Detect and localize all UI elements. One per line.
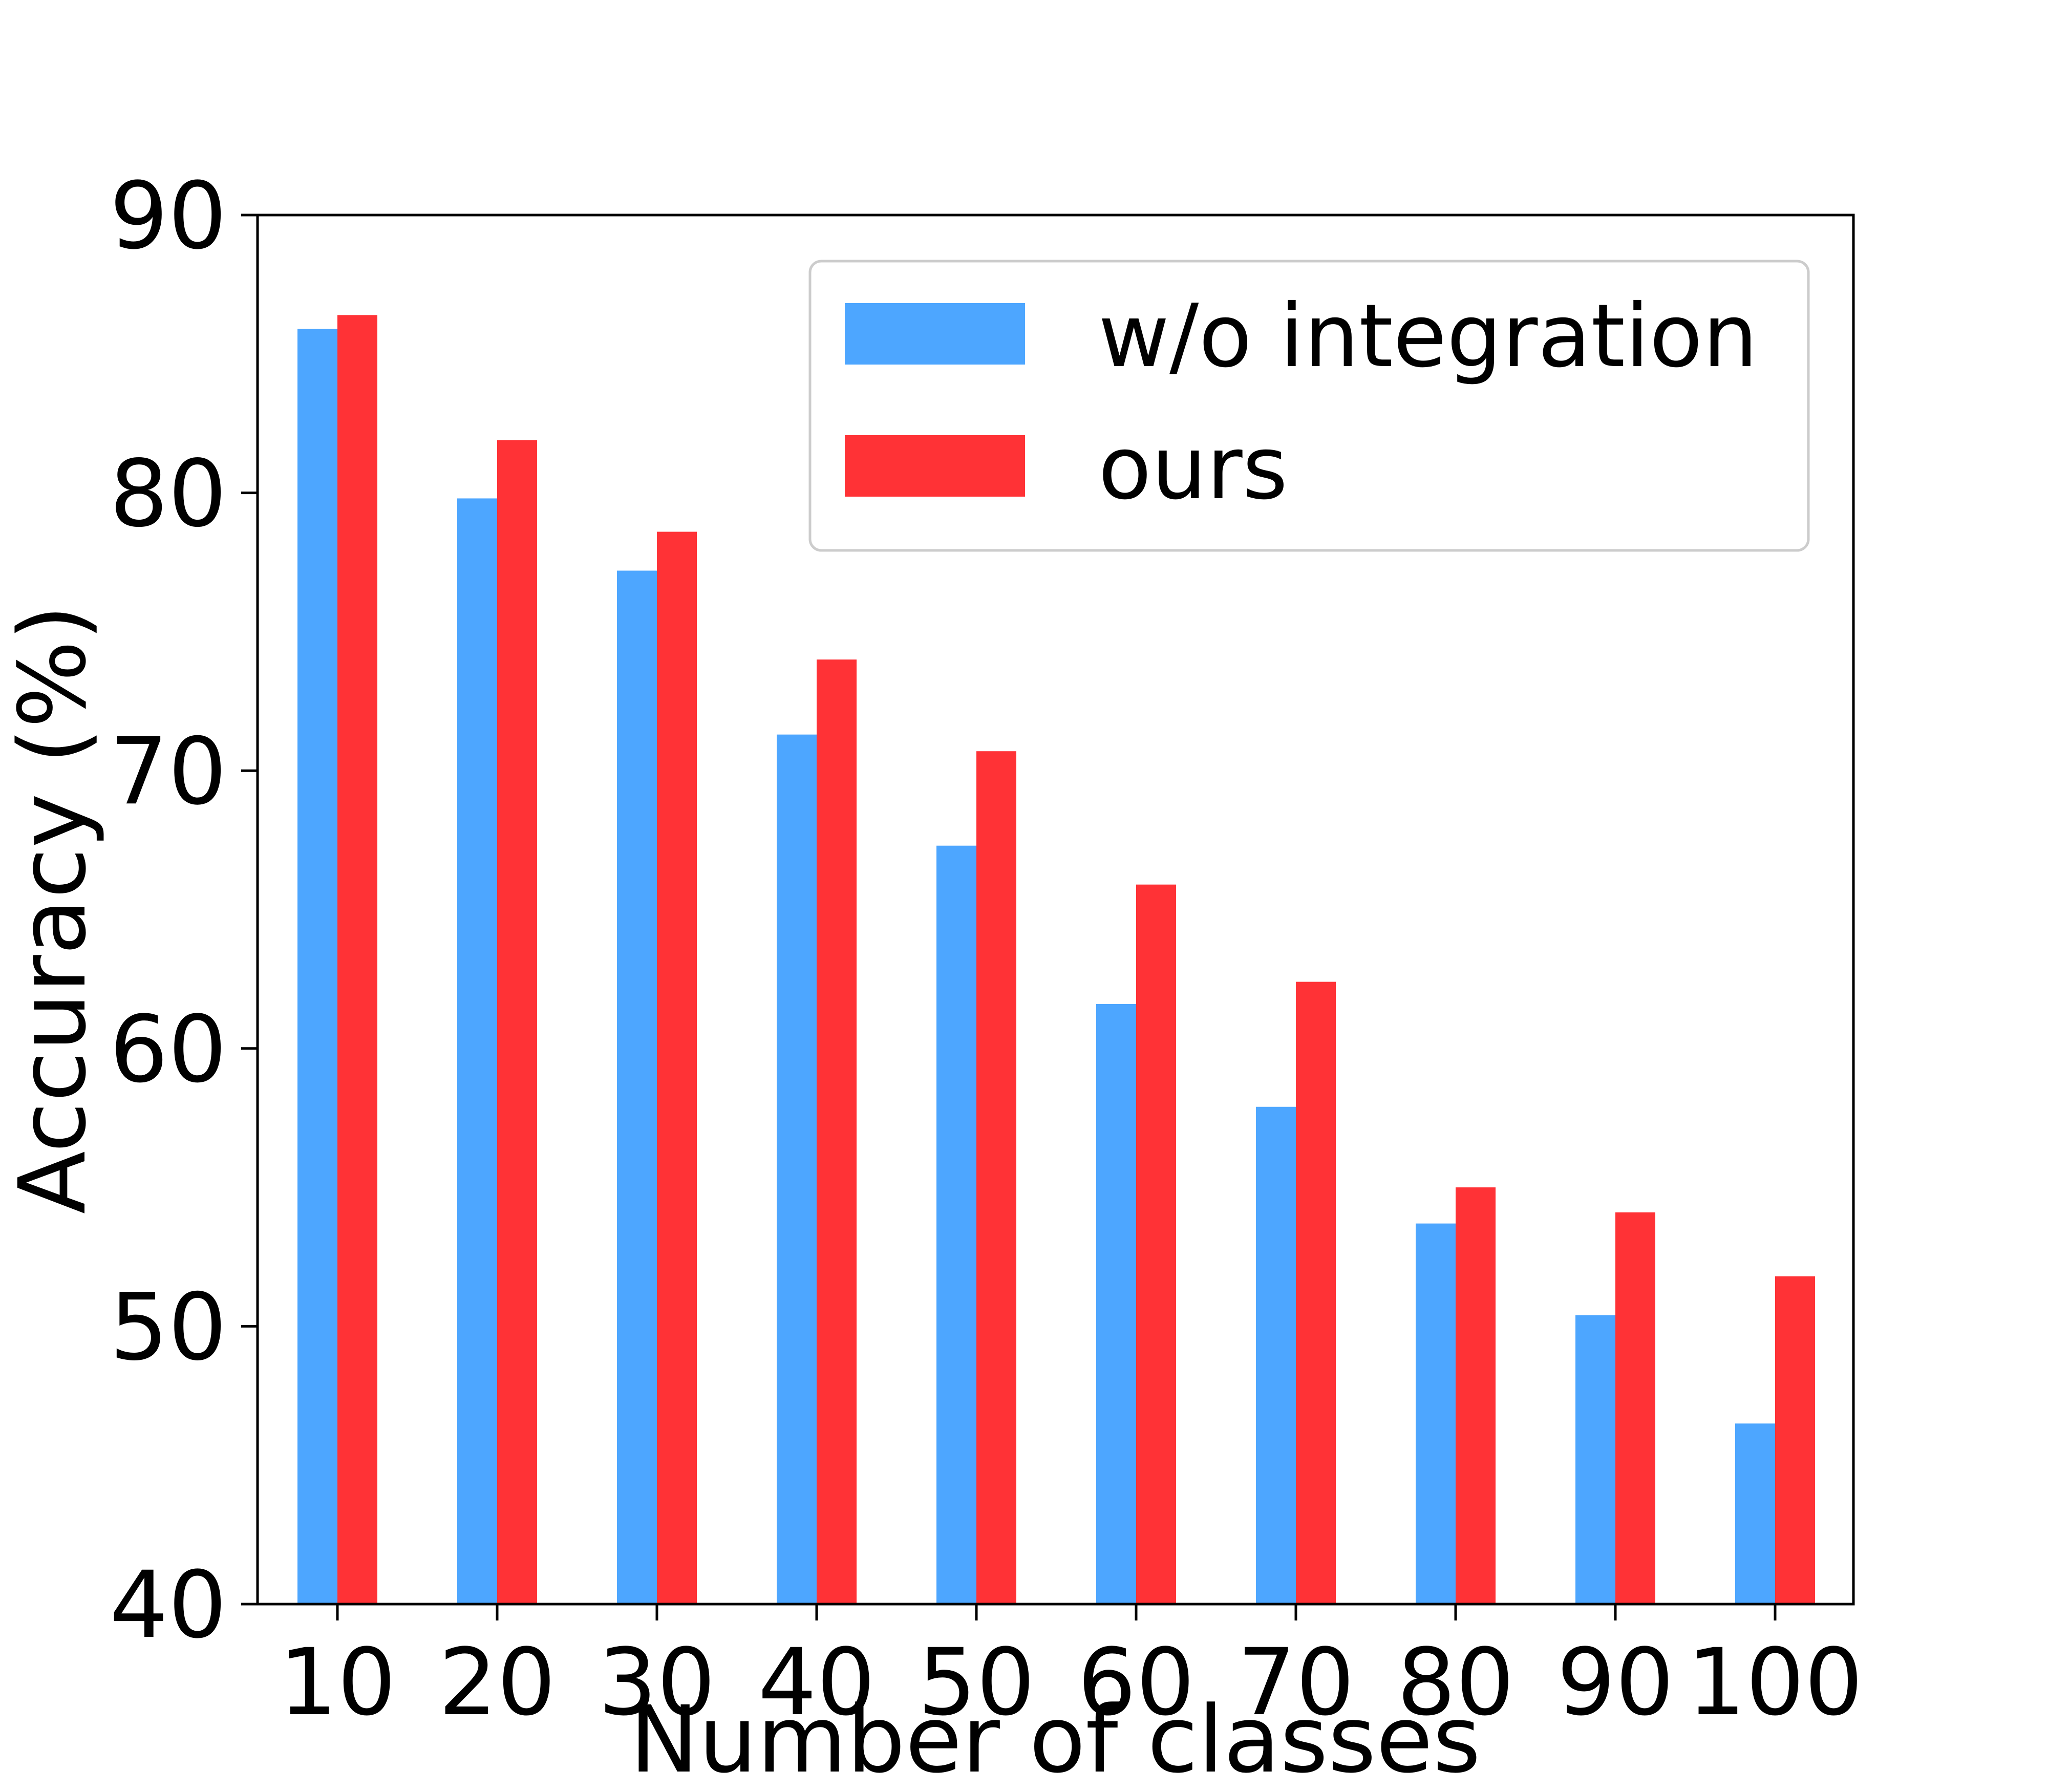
y-tick-label-50: 50 [110,1274,227,1381]
legend-swatch-ours [845,435,1025,497]
y-axis-title: Accuracy (%) [0,605,106,1214]
bar-ours-40 [817,659,857,1604]
bar-w-o-integration-30 [617,570,657,1604]
bar-w-o-integration-60 [1096,1004,1136,1604]
bar-ours-10 [337,315,377,1605]
bar-ours-60 [1136,884,1176,1604]
x-tick-label-100: 100 [1687,1629,1863,1736]
bar-w-o-integration-10 [297,329,337,1604]
x-tick-label-90: 90 [1556,1629,1674,1736]
x-tick-label-50: 50 [918,1629,1035,1736]
x-axis-ticks: 10 20 30 40 50 60 70 80 90 100 [279,1604,1863,1736]
x-tick-label-80: 80 [1397,1629,1514,1736]
bar-w-o-integration-90 [1575,1315,1615,1604]
x-tick-label-60: 60 [1077,1629,1194,1736]
bar-ours-100 [1775,1276,1815,1604]
bar-w-o-integration-40 [777,734,817,1604]
bar-w-o-integration-50 [936,845,976,1604]
plot-area-frame [256,214,1855,1606]
bar-w-o-integration-80 [1416,1223,1456,1604]
bars-group [297,315,1815,1605]
legend-label-ours: ours [1098,418,1288,519]
legend-swatch-w-o-integration [845,303,1025,365]
legend-box [808,260,1810,552]
y-tick-label-90: 90 [110,163,227,270]
y-tick-label-60: 60 [110,996,227,1103]
x-tick-label-10: 10 [279,1629,396,1736]
bar-ours-70 [1296,982,1336,1604]
bar-w-o-integration-100 [1735,1423,1775,1604]
bar-w-o-integration-70 [1256,1106,1296,1604]
bar-ours-50 [976,751,1016,1604]
bar-ours-90 [1615,1212,1655,1604]
x-axis-title: Number of classes [630,1687,1481,1792]
y-tick-label-70: 70 [110,718,227,825]
x-tick-label-40: 40 [758,1629,875,1736]
y-tick-label-80: 80 [110,441,227,548]
bar-ours-20 [497,440,537,1605]
y-tick-label-40: 40 [110,1552,227,1659]
legend: w/o integration ours [808,260,1810,552]
legend-label-w-o-integration: w/o integration [1098,286,1758,387]
x-tick-label-70: 70 [1237,1629,1354,1736]
bar-ours-30 [657,531,697,1604]
bar-w-o-integration-20 [457,498,497,1604]
x-tick-label-20: 20 [438,1629,556,1736]
y-axis-ticks: 40 50 60 70 80 90 [110,163,258,1659]
bar-ours-80 [1456,1187,1496,1604]
x-tick-label-30: 30 [598,1629,715,1736]
